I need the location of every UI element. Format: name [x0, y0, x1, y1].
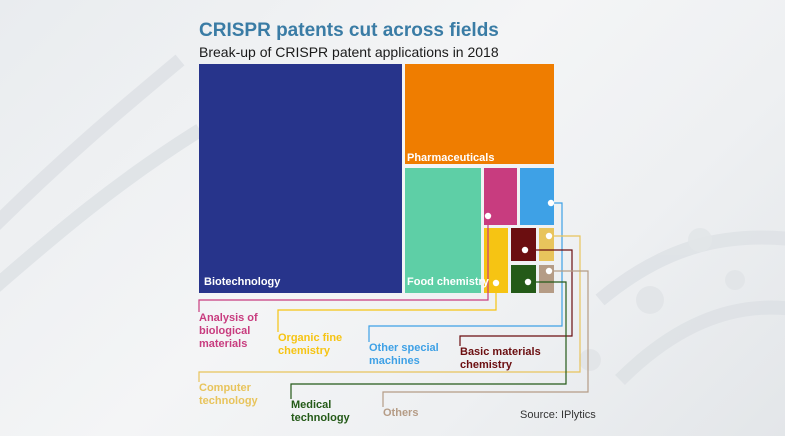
callout-label-basic-materials-chemistry: Basic materials chemistry	[460, 346, 541, 371]
tile-other-special-machines	[520, 168, 554, 225]
leader-line-computer-technology	[198, 235, 581, 382]
leader-dot-others	[545, 267, 553, 275]
source-note: Source: IPlytics	[520, 409, 596, 421]
callout-label-organic-fine-chemistry: Organic fine chemistry	[278, 332, 342, 357]
leader-dot-computer-technology	[545, 232, 553, 240]
callout-label-analysis-of-biological-materials: Analysis of biological materials	[199, 312, 258, 350]
tile-label-biotechnology: Biotechnology	[204, 276, 281, 288]
tile-biotechnology	[199, 64, 402, 293]
tile-food-chemistry	[405, 168, 481, 293]
leader-line-basic-materials-chemistry	[459, 249, 573, 346]
leader-dot-other-special-machines	[547, 199, 555, 207]
chart-subtitle: Break-up of CRISPR patent applications i…	[199, 44, 499, 60]
tile-label-food-chemistry: Food chemistry	[407, 276, 490, 288]
chart-title: CRISPR patents cut across fields	[199, 20, 499, 41]
tile-medical-technology	[511, 265, 536, 293]
tile-label-pharmaceuticals: Pharmaceuticals	[407, 152, 494, 164]
tile-pharmaceuticals	[405, 64, 554, 164]
tile-computer-technology	[539, 228, 554, 261]
leader-line-others	[382, 270, 589, 407]
callout-label-others: Others	[383, 407, 418, 419]
leader-dot-basic-materials-chemistry	[521, 246, 529, 254]
leader-line-organic-fine-chemistry	[277, 283, 497, 332]
leader-line-medical-technology	[290, 281, 567, 399]
leader-dot-analysis-of-biological-materials	[484, 212, 492, 220]
callout-label-medical-technology: Medical technology	[291, 399, 351, 424]
leader-line-other-special-machines	[368, 202, 563, 342]
callout-label-other-special-machines: Other special machines	[369, 342, 439, 367]
tile-basic-materials-chemistry	[511, 228, 536, 261]
callout-label-computer-technology: Computer technology	[199, 382, 259, 407]
leader-dot-organic-fine-chemistry	[492, 279, 500, 287]
leader-dot-medical-technology	[524, 278, 532, 286]
leader-line-analysis-of-biological-materials	[198, 216, 489, 312]
